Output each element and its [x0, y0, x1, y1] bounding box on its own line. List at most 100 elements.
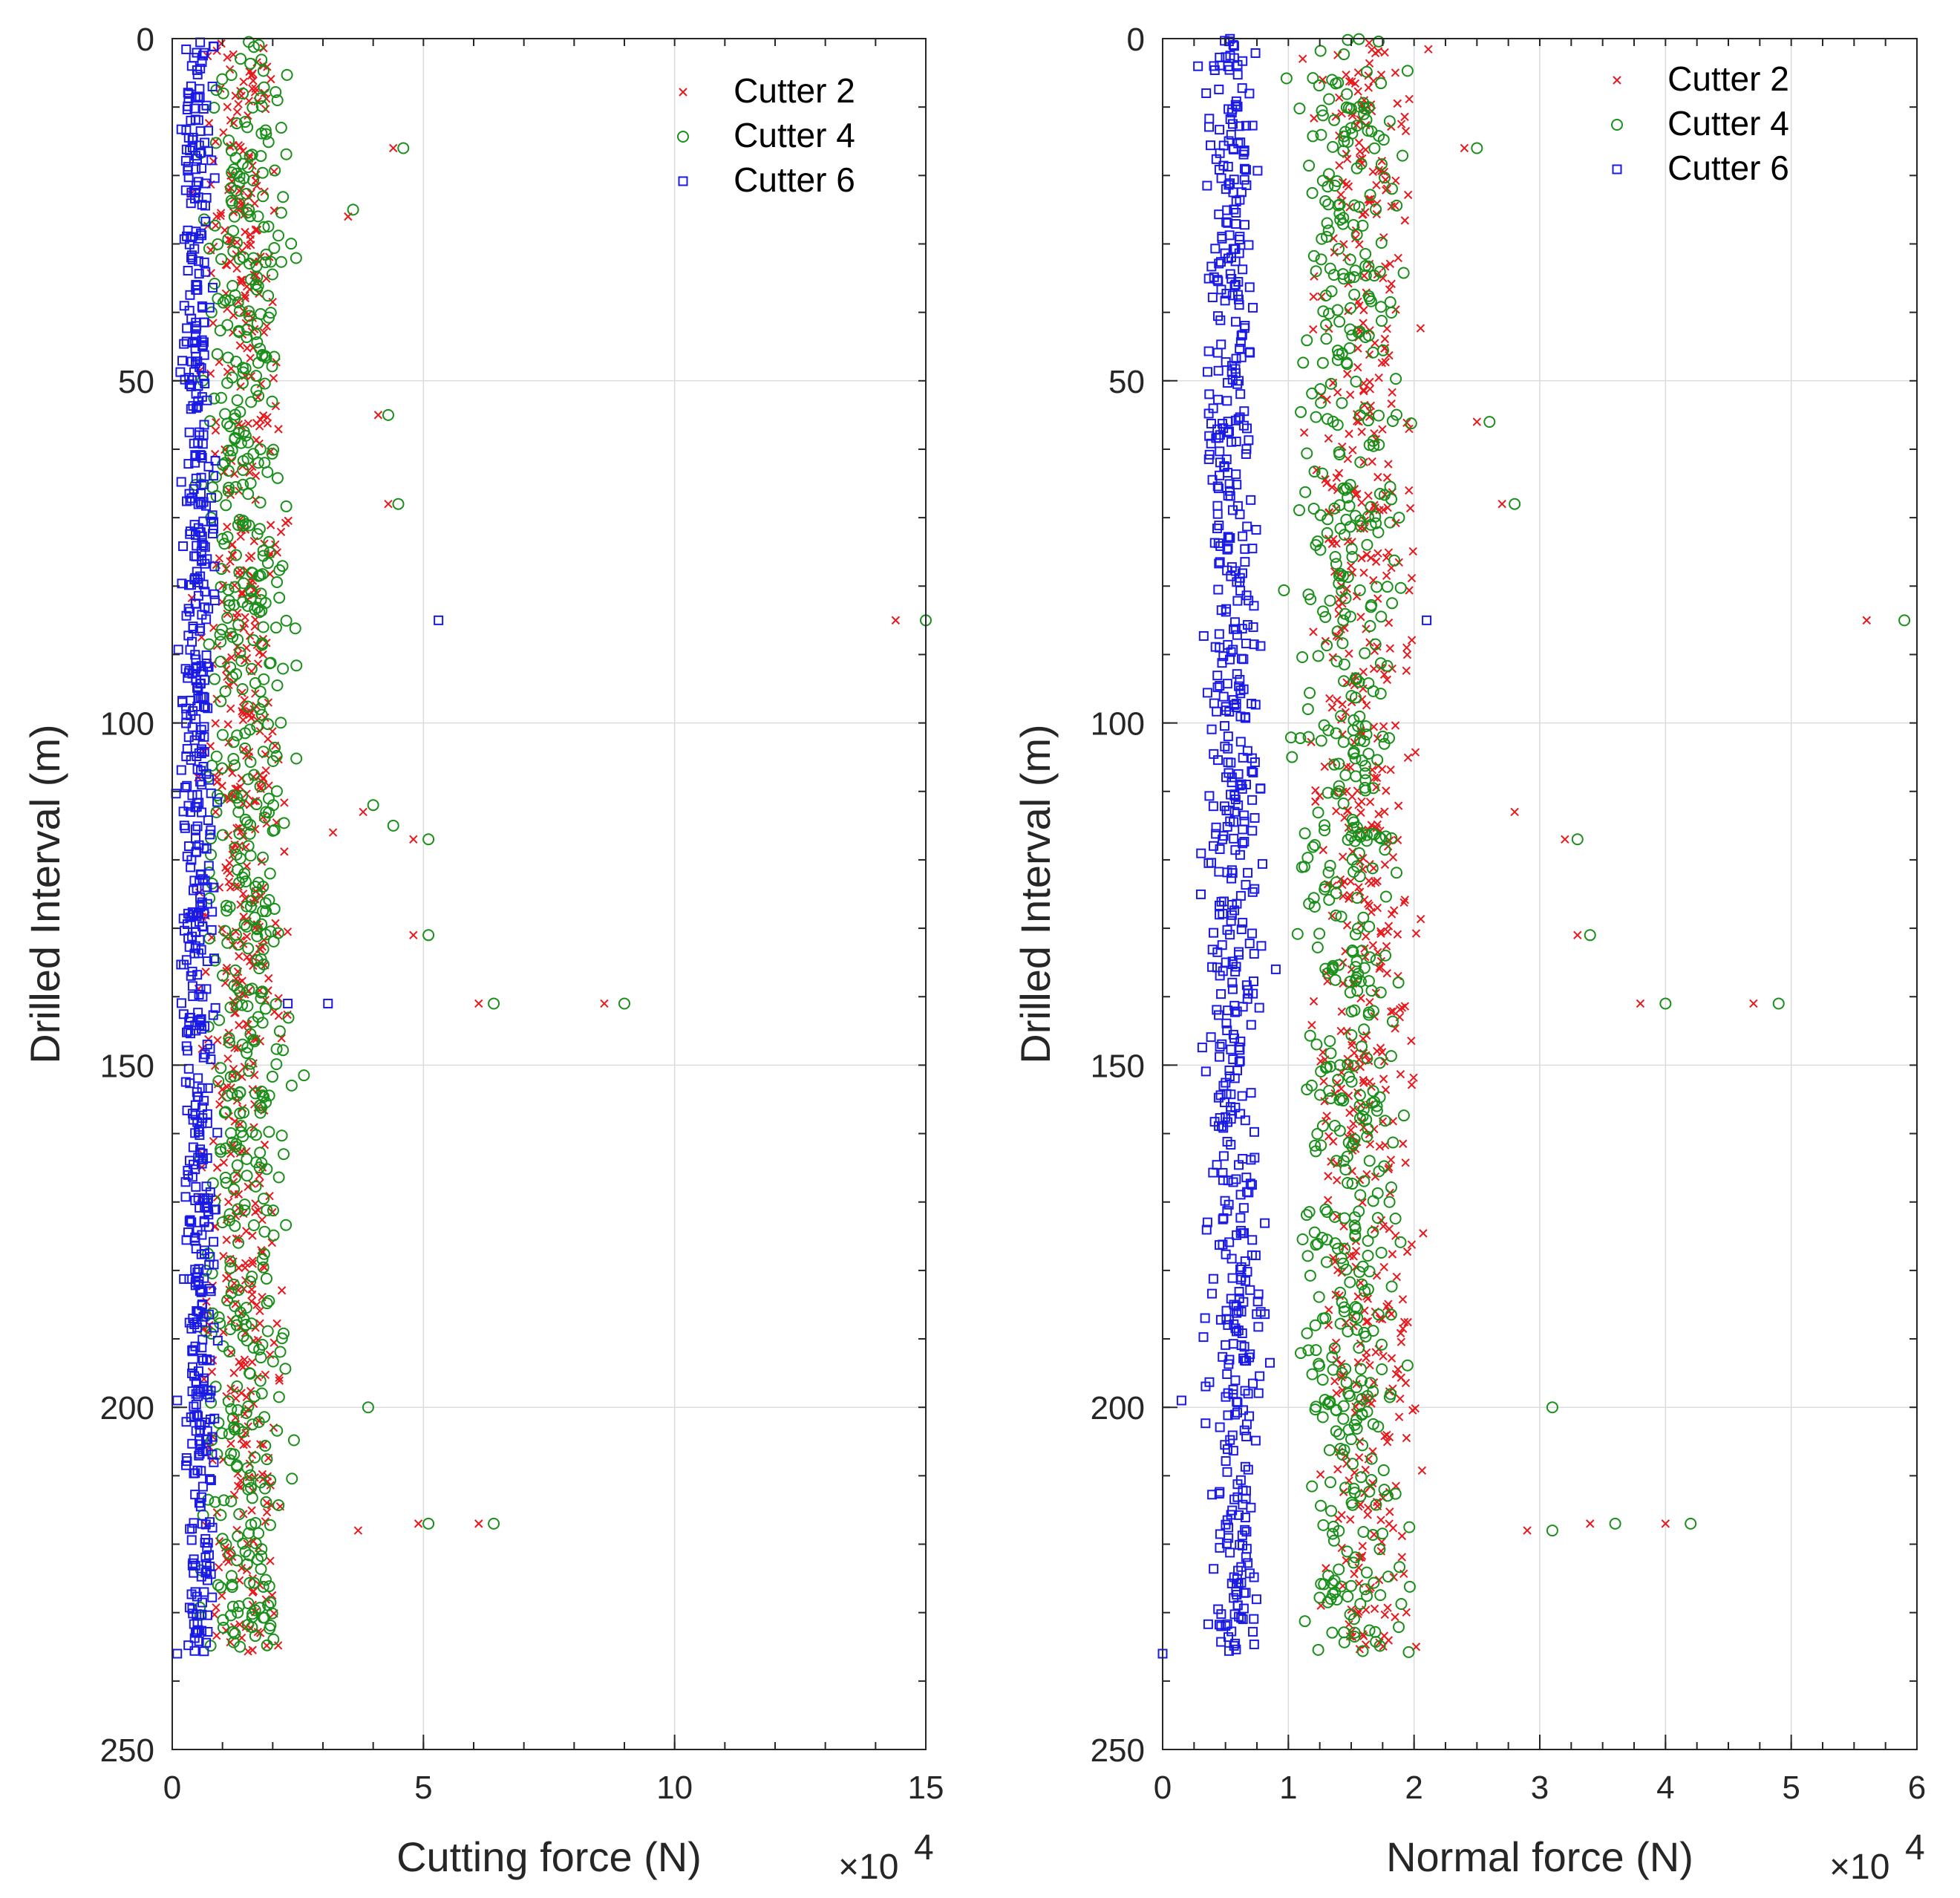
circle-marker: [223, 481, 235, 494]
square-marker: [1226, 252, 1236, 263]
circle-marker: [1356, 1040, 1368, 1053]
circle-marker: [1362, 677, 1375, 690]
circle-marker: [197, 1509, 209, 1522]
circle-marker: [256, 166, 269, 179]
square-marker: [1252, 1297, 1263, 1307]
cross-marker: [248, 1231, 257, 1240]
square-marker: [1241, 449, 1251, 459]
square-marker: [180, 782, 190, 792]
circle-marker: [1348, 1630, 1361, 1643]
square-marker: [1220, 721, 1230, 731]
circle-marker: [269, 164, 281, 177]
square-marker: [185, 146, 195, 156]
cross-marker: [264, 781, 273, 790]
square-marker: [201, 650, 212, 660]
square-marker: [200, 587, 210, 597]
cross-marker: [1382, 473, 1392, 482]
cross-marker: [209, 623, 218, 633]
circle-marker: [230, 184, 243, 197]
circle-marker: [1328, 1120, 1341, 1132]
cross-marker: [1370, 1604, 1379, 1614]
cross-marker: [1336, 1084, 1346, 1093]
circle-marker: [220, 1176, 232, 1189]
square-marker: [1214, 209, 1224, 220]
cross-marker: [235, 1020, 244, 1030]
circle-marker: [1348, 271, 1360, 284]
square-marker: [183, 1227, 193, 1238]
x-axis: 0 5 10 15: [163, 39, 944, 1806]
circle-marker: [260, 248, 272, 261]
square-marker: [203, 1083, 213, 1093]
square-marker: [190, 1277, 200, 1288]
square-marker: [199, 731, 209, 742]
outlier-marker: [1270, 964, 1281, 974]
square-marker: [185, 607, 195, 617]
circle-marker: [1371, 1212, 1384, 1224]
circle-marker: [220, 904, 233, 917]
cross-marker: [1379, 273, 1388, 283]
circle-marker: [1340, 101, 1353, 114]
circle-marker: [1348, 1211, 1361, 1224]
square-marker: [1229, 905, 1240, 916]
circle-marker: [231, 729, 244, 742]
circle-marker: [264, 656, 277, 669]
circle-marker: [1349, 1551, 1362, 1564]
square-marker: [210, 1002, 220, 1013]
circle-marker: [1387, 1136, 1399, 1149]
circle-marker: [206, 760, 218, 772]
circle-marker: [254, 1147, 267, 1159]
cross-marker: [1316, 1470, 1325, 1479]
circle-marker: [1376, 730, 1389, 743]
circle-marker: [1375, 158, 1388, 171]
circle-marker: [1298, 1615, 1311, 1628]
square-marker: [1208, 403, 1218, 414]
cross-marker: [1355, 301, 1364, 310]
cross-marker: [1350, 1049, 1359, 1057]
cross-marker: [1387, 1309, 1396, 1319]
series-cutter-4: [189, 36, 932, 1653]
square-marker: [1233, 769, 1244, 779]
circle-marker: [225, 69, 238, 82]
circle-marker: [242, 488, 255, 500]
outlier-marker: [347, 203, 359, 216]
circle-marker: [1359, 647, 1371, 659]
circle-marker: [1330, 1155, 1343, 1167]
cross-marker: [251, 1199, 260, 1208]
circle-marker: [1338, 1301, 1350, 1314]
cross-marker: [1356, 613, 1365, 622]
outlier-marker: [891, 616, 901, 625]
square-marker: [179, 821, 189, 831]
circle-marker: [1311, 941, 1324, 953]
circle-marker: [1375, 610, 1388, 623]
circle-marker: [1345, 1005, 1358, 1018]
square-marker: [1238, 1603, 1249, 1614]
circle-marker: [1307, 72, 1319, 85]
circle-marker: [255, 992, 267, 1005]
cross-marker: [238, 715, 248, 725]
square-marker: [192, 1317, 202, 1328]
circle-marker: [234, 646, 246, 659]
square-marker: [1241, 713, 1251, 723]
circle-marker: [1337, 614, 1350, 627]
cross-marker: [1401, 1158, 1410, 1167]
circle-marker: [261, 1297, 273, 1310]
square-marker: [1247, 1235, 1258, 1245]
axes-box: [172, 38, 927, 1750]
cross-marker: [255, 1416, 264, 1426]
cross-marker: [1338, 699, 1347, 709]
cross-marker: [1371, 1172, 1380, 1181]
square-marker: [1243, 867, 1253, 878]
square-marker: [183, 1063, 194, 1074]
circle-marker: [257, 851, 270, 864]
circle-marker: [1356, 1110, 1369, 1123]
cross-marker: [236, 143, 245, 151]
circle-marker: [1384, 480, 1396, 493]
circle-marker: [1328, 1574, 1341, 1587]
circle-marker: [1373, 1640, 1386, 1652]
circle-marker: [1362, 101, 1375, 114]
circle-marker: [216, 1216, 229, 1229]
circle-marker: [1309, 1139, 1322, 1152]
square-marker: [192, 1323, 203, 1333]
y-tick-label: 0: [1127, 22, 1145, 58]
